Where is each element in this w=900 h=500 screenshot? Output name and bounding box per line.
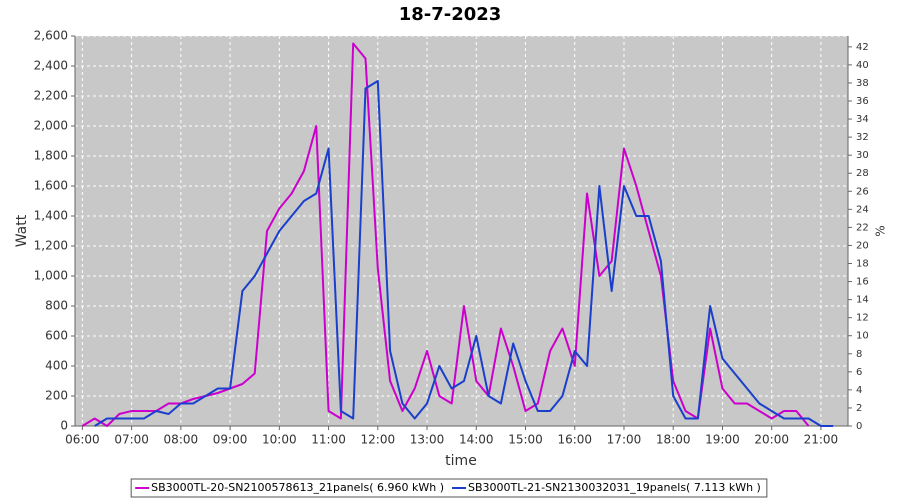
y-tick-label: 200 (45, 389, 68, 403)
x-tick-label: 17:00 (607, 433, 642, 447)
y2-tick-label: 6 (856, 367, 862, 378)
x-tick-label: 16:00 (557, 433, 592, 447)
x-tick-label: 06:00 (65, 433, 100, 447)
y2-tick-label: 16 (856, 277, 869, 288)
x-tick-label: 19:00 (705, 433, 740, 447)
y-tick-label: 2,200 (34, 89, 68, 103)
series-line (94, 80, 834, 427)
y2-tick-label: 12 (856, 313, 869, 324)
y-tick-label: 1,200 (34, 239, 68, 253)
x-tick-label: 08:00 (164, 433, 199, 447)
y-tick-label: 1,600 (34, 179, 68, 193)
y-tick-label: 1,800 (34, 149, 68, 163)
x-tick-label: 09:00 (213, 433, 248, 447)
y2-tick-label: 24 (856, 204, 869, 215)
legend-label: SB3000TL-20-SN2100578613_21panels( 6.960… (151, 481, 444, 494)
y2-tick-label: 18 (856, 259, 869, 270)
y2-tick-label: 38 (856, 78, 869, 89)
x-tick-label: 15:00 (508, 433, 543, 447)
chart-title: 18-7-2023 (399, 4, 502, 25)
y-tick-label: 0 (60, 419, 68, 433)
y-tick-label: 2,400 (34, 59, 68, 73)
x-tick-label: 13:00 (410, 433, 445, 447)
y-tick-label: 2,600 (34, 29, 68, 43)
x-tick-label: 07:00 (114, 433, 149, 447)
x-tick-label: 11:00 (311, 433, 346, 447)
legend-item: SB3000TL-21-SN2130032031_19panels( 7.113… (452, 481, 761, 494)
y-tick-label: 1,400 (34, 209, 68, 223)
x-tick-label: 20:00 (754, 433, 789, 447)
y-tick-label: 800 (45, 299, 68, 313)
x-tick-label: 21:00 (804, 433, 839, 447)
x-tick-label: 10:00 (262, 433, 297, 447)
plot-area (75, 36, 848, 426)
y-tick-label: 1,000 (34, 269, 68, 283)
legend-item: SB3000TL-20-SN2100578613_21panels( 6.960… (135, 481, 444, 494)
y2-tick-label: 0 (856, 421, 862, 432)
x-tick-label: 18:00 (656, 433, 691, 447)
y2-tick-label: 28 (856, 168, 869, 179)
x-tick-label: 14:00 (459, 433, 494, 447)
y2-tick-label: 32 (856, 132, 869, 143)
x-tick-label: 12:00 (361, 433, 396, 447)
y2-tick-label: 20 (856, 240, 869, 251)
y2-tick-label: 10 (856, 331, 869, 342)
y2-tick-label: 4 (856, 385, 862, 396)
x-axis-label: time (445, 453, 477, 469)
y2-tick-label: 2 (856, 403, 862, 414)
y2-tick-label: 8 (856, 349, 862, 360)
y2-tick-label: 42 (856, 42, 869, 53)
y2-tick-label: 40 (856, 60, 869, 71)
y-axis-label: Watt (14, 214, 30, 247)
y2-tick-label: 26 (856, 186, 869, 197)
y2-tick-label: 14 (856, 295, 869, 306)
y2-axis-label: % (874, 225, 888, 236)
y2-tick-label: 36 (856, 96, 869, 107)
legend-label: SB3000TL-21-SN2130032031_19panels( 7.113… (468, 481, 761, 494)
y-tick-label: 400 (45, 359, 68, 373)
y2-tick-label: 22 (856, 222, 869, 233)
y-tick-label: 600 (45, 329, 68, 343)
y2-tick-label: 30 (856, 150, 869, 161)
legend: SB3000TL-20-SN2100578613_21panels( 6.960… (130, 478, 768, 498)
y-tick-label: 2,000 (34, 119, 68, 133)
legend-box (130, 478, 768, 498)
y2-tick-label: 34 (856, 114, 869, 125)
